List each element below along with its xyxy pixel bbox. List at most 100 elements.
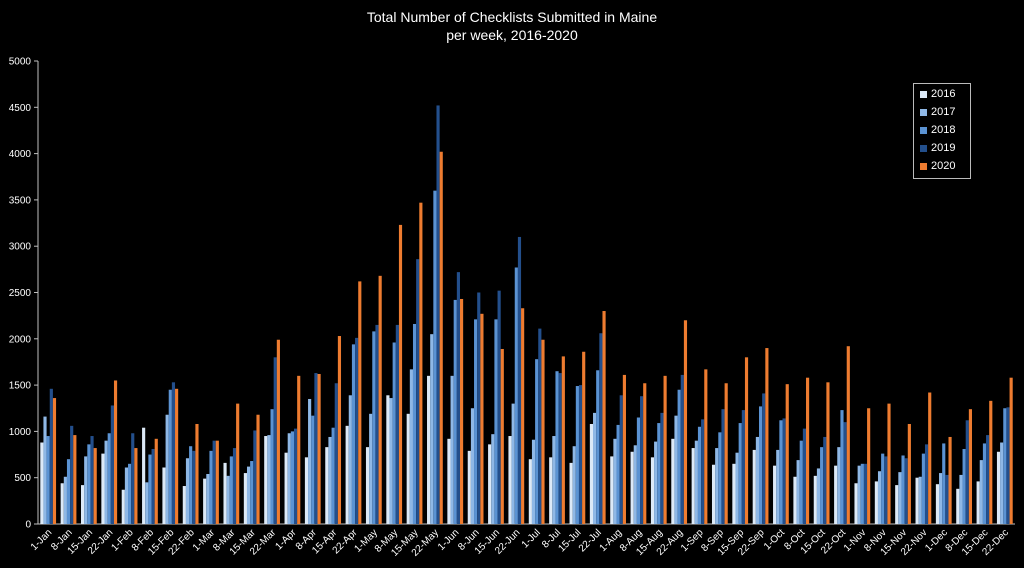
x-tick-label: 1-Dec	[923, 527, 950, 554]
bar-2018	[718, 432, 722, 524]
legend-label: 2018	[931, 124, 956, 137]
bar-2017	[84, 456, 88, 524]
bar-2016	[996, 451, 1001, 524]
bar-2019	[538, 328, 542, 524]
bar-2020	[236, 403, 240, 524]
bar-2020	[744, 357, 749, 524]
bar-2019	[945, 474, 949, 524]
bar-2017	[877, 471, 882, 524]
bar-2018	[759, 406, 763, 524]
bar-2020	[521, 308, 525, 524]
bar-2019	[924, 444, 929, 524]
bar-2016	[854, 483, 858, 524]
y-tick-label: 4500	[9, 103, 32, 114]
bar-2020	[561, 356, 565, 524]
bar-2017	[979, 460, 983, 524]
bar-2017	[43, 416, 47, 524]
bar-2019	[741, 410, 745, 524]
bar-2017	[898, 472, 902, 524]
bar-2019	[517, 236, 522, 524]
bar-2018	[453, 299, 457, 524]
bar-2019	[355, 337, 359, 524]
bar-2020	[622, 374, 626, 524]
bar-2019	[334, 383, 338, 524]
bar-2020	[154, 438, 158, 524]
x-tick-label: 1-Nov	[842, 527, 869, 554]
bar-2019	[477, 292, 481, 524]
bar-2019	[212, 440, 216, 524]
bar-2017	[267, 435, 271, 524]
bar-2019	[375, 324, 379, 524]
bar-2020	[663, 375, 667, 524]
bar-2018	[189, 446, 193, 524]
bar-2018	[799, 440, 803, 524]
bar-2020	[582, 351, 586, 524]
bar-2020	[765, 348, 769, 524]
bar-2020	[643, 383, 647, 524]
bar-2018	[942, 443, 946, 524]
bar-2019	[843, 422, 847, 524]
bar-2018	[962, 448, 966, 524]
bar-2019	[701, 419, 705, 524]
bar-2017	[593, 412, 597, 524]
bar-2016	[752, 449, 756, 524]
bar-2019	[314, 373, 318, 524]
bar-2018	[351, 344, 356, 524]
bar-2019	[416, 259, 420, 524]
bar-2016	[610, 456, 614, 524]
bar-2019	[762, 393, 766, 524]
bar-2019	[131, 433, 135, 524]
bar-2017	[491, 434, 495, 524]
bar-2018	[148, 454, 152, 524]
bar-2020	[459, 298, 464, 524]
bar-2017	[572, 446, 576, 524]
bar-2020	[500, 348, 504, 524]
bar-2016	[671, 438, 675, 524]
bar-2018	[738, 423, 742, 524]
bar-2017	[63, 476, 67, 524]
bar-2019	[456, 272, 460, 524]
bar-2016	[711, 464, 716, 524]
bar-2016	[284, 452, 288, 524]
bar-2017	[633, 445, 637, 524]
bar-2017	[145, 482, 149, 524]
bar-2020	[317, 373, 321, 524]
bar-2016	[773, 465, 777, 524]
bar-2019	[986, 435, 990, 524]
bar-2017	[918, 476, 922, 524]
bar-2016	[956, 488, 960, 524]
x-tick-label: 1-Jun	[436, 527, 461, 552]
bar-2017	[674, 415, 678, 524]
bar-2016	[223, 462, 227, 524]
bar-2018	[697, 426, 702, 524]
bar-2016	[813, 475, 817, 524]
bar-2016	[345, 425, 349, 524]
bar-2018	[107, 433, 111, 524]
bar-2020	[867, 408, 871, 524]
bar-2017	[511, 403, 515, 524]
bar-2019	[640, 396, 644, 524]
bar-2018	[168, 389, 172, 524]
bar-2020	[704, 369, 708, 524]
bar-2020	[175, 388, 179, 524]
bar-2016	[162, 467, 166, 524]
bar-2018	[1003, 408, 1007, 524]
bar-2018	[87, 444, 91, 524]
bar-2020	[439, 151, 443, 524]
x-tick-label: 1-Jan	[29, 527, 54, 552]
bar-2018	[372, 331, 376, 524]
bar-2016	[691, 448, 695, 524]
bar-2017	[104, 440, 108, 524]
x-tick-label: 1-Mar	[191, 527, 218, 554]
bar-2018	[331, 427, 335, 524]
y-tick-label: 1000	[9, 427, 32, 438]
bar-2020	[73, 435, 77, 524]
bar-2020	[398, 224, 403, 524]
bar-2020	[541, 339, 545, 524]
bar-2019	[90, 436, 94, 524]
bar-2016	[325, 447, 329, 524]
bar-2019	[680, 374, 684, 524]
legend-swatch	[920, 144, 927, 152]
